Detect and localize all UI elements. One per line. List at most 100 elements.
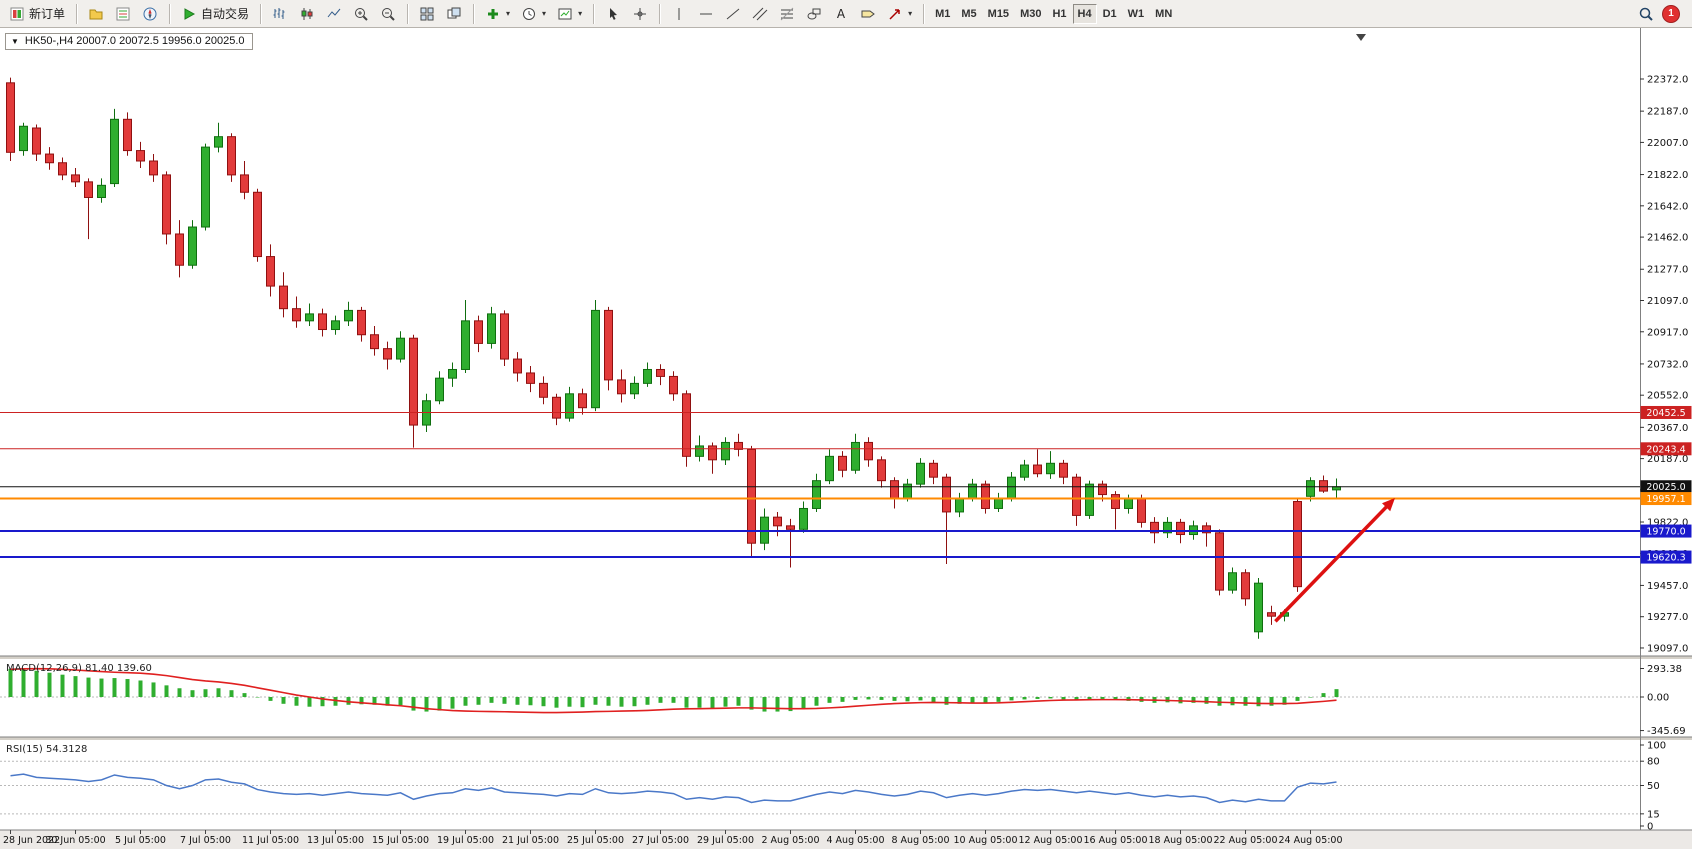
- timeframe-m30[interactable]: M30: [1015, 4, 1046, 24]
- svg-text:100: 100: [1647, 741, 1666, 752]
- rsi-panel: 100 80 50 15 0 RSI(15) 54.3128: [0, 741, 1666, 833]
- timeframe-m5[interactable]: M5: [956, 4, 981, 24]
- vertical-line-button[interactable]: [666, 2, 692, 26]
- horizontal-line-button[interactable]: [693, 2, 719, 26]
- timeframe-h4[interactable]: H4: [1072, 3, 1097, 24]
- new-order-button[interactable]: 新订单: [4, 2, 70, 26]
- zoom-out-button[interactable]: [375, 2, 401, 26]
- line-chart-button[interactable]: [321, 2, 347, 26]
- svg-text:21642.0: 21642.0: [1647, 201, 1688, 212]
- shapes-button[interactable]: [801, 2, 827, 26]
- line-chart-icon: [327, 8, 341, 17]
- toolbar-separator: [593, 3, 595, 24]
- timeframe-h1[interactable]: H1: [1047, 4, 1071, 24]
- svg-text:20367.0: 20367.0: [1647, 423, 1688, 434]
- price-chart-svg[interactable]: 22372.0 22187.0 22007.0 21822.0 21642.0 21462…: [0, 28, 1692, 849]
- fibonacci-button[interactable]: [774, 2, 800, 26]
- svg-text:30 Jun 05:00: 30 Jun 05:00: [45, 835, 105, 846]
- symbol-info-box[interactable]: ▼ HK50-,H4 20007.0 20072.5 19956.0 20025…: [5, 33, 253, 50]
- svg-text:19457.0: 19457.0: [1647, 581, 1688, 592]
- chart-menu-arrow-icon[interactable]: ▼: [11, 36, 19, 46]
- annotations-layer[interactable]: [1274, 498, 1395, 623]
- scroll-to-end-marker[interactable]: [1356, 34, 1366, 41]
- price-tag-20452.5: [1640, 405, 1692, 419]
- svg-text:0: 0: [1647, 822, 1653, 833]
- text-button[interactable]: A: [828, 2, 854, 26]
- search-button[interactable]: [1633, 2, 1659, 26]
- timeframe-w1[interactable]: W1: [1123, 4, 1150, 24]
- toolbar-separator: [923, 3, 925, 24]
- svg-text:21822.0: 21822.0: [1647, 170, 1688, 181]
- text-label-button[interactable]: [855, 2, 881, 26]
- dropdown-caret: ▾: [542, 9, 547, 18]
- svg-text:22007.0: 22007.0: [1647, 138, 1688, 149]
- candlestick-chart-button[interactable]: [294, 2, 320, 26]
- svg-text:A: A: [837, 7, 846, 21]
- navigator-button[interactable]: [137, 2, 163, 26]
- autotrading-play-icon: [184, 7, 196, 20]
- notification-badge[interactable]: 1: [1662, 4, 1680, 23]
- svg-text:20243.4: 20243.4: [1646, 444, 1685, 455]
- zoom-in-icon: [355, 7, 368, 21]
- svg-text:15: 15: [1647, 809, 1660, 820]
- trendline-button[interactable]: [720, 2, 746, 26]
- svg-text:10 Aug 05:00: 10 Aug 05:00: [953, 835, 1017, 846]
- svg-text:5 Jul 05:00: 5 Jul 05:00: [115, 835, 166, 846]
- periods-button[interactable]: ▾: [516, 2, 551, 26]
- timeframe-mn[interactable]: MN: [1150, 4, 1177, 24]
- svg-text:28 Jun 2022: 28 Jun 2022: [3, 835, 60, 846]
- tile-windows-button[interactable]: [414, 2, 440, 26]
- cascade-windows-button[interactable]: [441, 2, 467, 26]
- new-order-icon: [10, 7, 24, 20]
- svg-text:2 Aug 05:00: 2 Aug 05:00: [761, 835, 819, 846]
- text-tool-icon: A: [837, 7, 846, 21]
- svg-text:12 Aug 05:00: 12 Aug 05:00: [1018, 835, 1082, 846]
- toolbar-separator: [260, 3, 262, 24]
- crosshair-button[interactable]: [627, 2, 653, 26]
- indicators-button[interactable]: ▾: [480, 2, 515, 26]
- svg-text:19770.0: 19770.0: [1646, 527, 1685, 538]
- cursor-button[interactable]: [600, 2, 626, 26]
- dropdown-caret: ▾: [578, 9, 583, 18]
- svg-text:4 Aug 05:00: 4 Aug 05:00: [826, 835, 884, 846]
- symbol-ohlc-title: HK50-,H4 20007.0 20072.5 19956.0 20025.0: [24, 35, 245, 47]
- profiles-button[interactable]: [83, 2, 109, 26]
- panel-splitter[interactable]: [0, 737, 1692, 740]
- templates-button[interactable]: ▾: [552, 2, 587, 26]
- timeframe-m1[interactable]: M1: [930, 4, 955, 24]
- new-order-label: 新订单: [29, 7, 66, 21]
- svg-text:20187.0: 20187.0: [1647, 454, 1688, 465]
- add-indicator-icon: [488, 8, 499, 19]
- trend-arrow-line[interactable]: [1274, 501, 1393, 623]
- svg-text:-345.69: -345.69: [1647, 726, 1686, 737]
- autotrading-button[interactable]: 自动交易: [176, 2, 254, 26]
- channel-button[interactable]: [747, 2, 773, 26]
- panel-splitter[interactable]: [0, 656, 1692, 659]
- timeframe-d1[interactable]: D1: [1098, 4, 1122, 24]
- main-toolbar: 新订单 自动交易 ▾ ▾ ▾: [0, 0, 1692, 28]
- timeframe-m15[interactable]: M15: [983, 4, 1014, 24]
- toolbar-separator: [169, 3, 171, 24]
- autotrading-label: 自动交易: [201, 7, 250, 21]
- dropdown-caret: ▾: [506, 9, 511, 18]
- bar-chart-icon: [273, 7, 285, 19]
- cursor-arrow-icon: [610, 7, 618, 20]
- draw-arrow-icon: [889, 8, 900, 20]
- candlestick-icon: [301, 7, 313, 20]
- search-icon: [1639, 7, 1653, 21]
- horizontal-line-icon: [700, 13, 713, 14]
- zoom-in-button[interactable]: [348, 2, 374, 26]
- arrows-button[interactable]: ▾: [882, 2, 917, 26]
- label-tag-icon: [861, 10, 875, 17]
- chart-window[interactable]: ▼ HK50-,H4 20007.0 20072.5 19956.0 20025…: [0, 28, 1692, 849]
- bar-chart-button[interactable]: [267, 2, 293, 26]
- toolbar-separator: [76, 3, 78, 24]
- svg-text:15 Jul 05:00: 15 Jul 05:00: [372, 835, 429, 846]
- svg-text:25 Jul 05:00: 25 Jul 05:00: [567, 835, 624, 846]
- svg-text:24 Aug 05:00: 24 Aug 05:00: [1278, 835, 1342, 846]
- crosshair-icon: [634, 7, 647, 20]
- svg-text:7 Jul 05:00: 7 Jul 05:00: [180, 835, 231, 846]
- market-watch-button[interactable]: [110, 2, 136, 26]
